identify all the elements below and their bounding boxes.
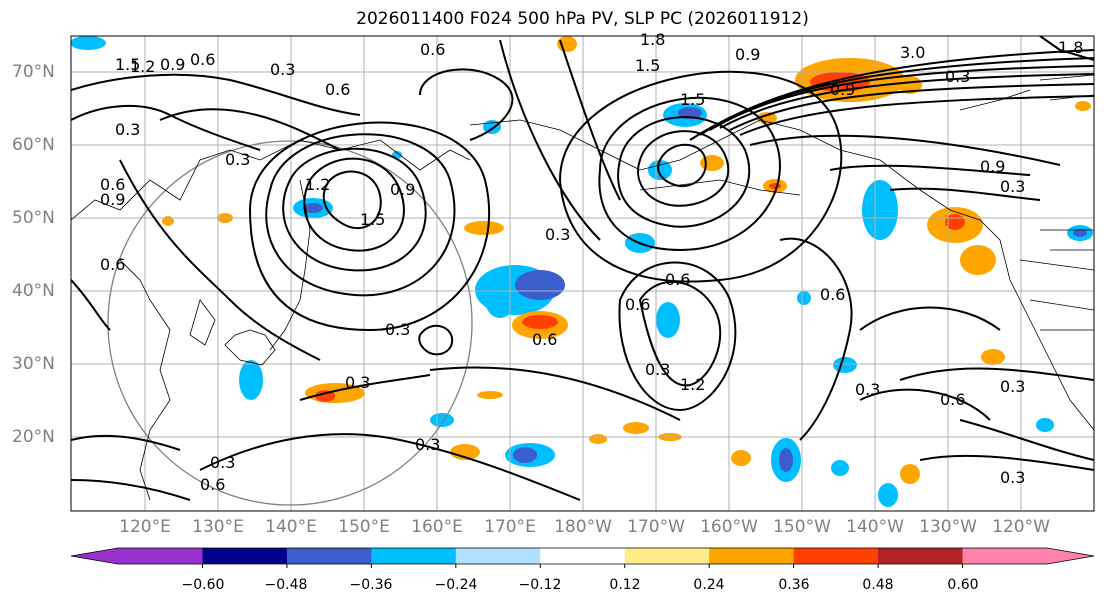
contour-label: 0.6: [820, 285, 845, 304]
page-title: 2026011400 F024 500 hPa PV, SLP PC (2026…: [356, 9, 809, 29]
colorbar-swatch: [118, 548, 203, 564]
contour-label: 0.3: [210, 453, 235, 472]
colorbar-swatch: [540, 548, 626, 564]
lon-label: 170°W: [627, 517, 685, 537]
colorbar-swatch: [371, 548, 457, 564]
lat-label: 70°N: [12, 62, 55, 82]
contour-label: 1.5: [360, 210, 385, 229]
contour-label: 0.9: [100, 190, 125, 209]
colorbar-tick-label: −0.36: [349, 577, 393, 593]
map-frame: [70, 35, 1095, 512]
colorbar-tick-label: 0.24: [693, 577, 725, 593]
colorbar-swatch: [624, 548, 710, 564]
lon-label: 170°E: [484, 517, 536, 537]
contour-label: 0.6: [200, 475, 225, 494]
contour-label: 1.8: [640, 30, 665, 49]
contour-label: 0.9: [390, 180, 415, 199]
contour-label: 1.8: [1058, 38, 1083, 57]
colorbar-swatch: [793, 548, 879, 564]
contour-label: 0.9: [830, 80, 855, 99]
lon-label: 120°E: [119, 517, 171, 537]
contour-label: 0.9: [160, 55, 185, 74]
contour-label: 0.6: [100, 255, 125, 274]
lon-label: 130°E: [192, 517, 244, 537]
range-circle: [107, 140, 473, 506]
lon-label: 160°E: [411, 517, 463, 537]
slp-contours: [71, 36, 1094, 501]
contour-label: 0.3: [385, 320, 410, 339]
lon-label: 150°W: [773, 517, 831, 537]
colorbar-extend-low: [71, 548, 118, 564]
contour-label: 1.5: [635, 56, 660, 75]
contour-label: 0.3: [855, 380, 880, 399]
colorbar-swatch: [455, 548, 541, 564]
colorbar: [70, 547, 1095, 568]
colorbar-tick-label: −0.24: [434, 577, 478, 593]
lon-label: 120°W: [992, 517, 1050, 537]
contour-label: 0.6: [100, 175, 125, 194]
contour-label: 1.5: [115, 55, 140, 74]
colorbar-tick-label: 0.12: [609, 577, 641, 593]
contour-label: 0.3: [545, 225, 570, 244]
contour-label: 0.3: [945, 67, 970, 86]
lat-label: 40°N: [12, 281, 55, 301]
contour-label: 0.3: [1000, 177, 1025, 196]
contour-label: 0.3: [1000, 377, 1025, 396]
contour-label: 0.6: [325, 80, 350, 99]
contour-label: 0.6: [940, 390, 965, 409]
contour-label: 1.2: [130, 57, 155, 76]
contour-label: 0.6: [532, 330, 557, 349]
colorbar-extend-high: [1047, 548, 1094, 564]
graticule: [71, 36, 1094, 511]
colorbar-outline: [70, 547, 1095, 565]
colorbar-swatch: [202, 548, 288, 564]
colorbar-tick-label: 0.60: [947, 577, 979, 593]
contour-label: 0.3: [415, 435, 440, 454]
coastlines: [71, 74, 1094, 501]
lat-label: 50°N: [12, 208, 55, 228]
lat-label: 30°N: [12, 354, 55, 374]
colorbar-tick-label: 0.48: [862, 577, 894, 593]
colorbar-tick-label: 0.36: [778, 577, 810, 593]
contour-label: 0.3: [270, 60, 295, 79]
lon-label: 130°W: [919, 517, 977, 537]
contour-label: 0.6: [625, 295, 650, 314]
contour-label: 0.6: [190, 50, 215, 69]
lat-label: 20°N: [12, 427, 55, 447]
contour-label: 0.3: [225, 150, 250, 169]
contour-label: 0.6: [665, 270, 690, 289]
lat-label: 60°N: [12, 135, 55, 155]
contour-label: 3.0: [900, 43, 925, 62]
colorbar-swatch: [709, 548, 795, 564]
lon-label: 140°W: [846, 517, 904, 537]
lon-label: 140°E: [265, 517, 317, 537]
lon-label: 160°W: [700, 517, 758, 537]
contour-labels: 1.5 1.8 1.2 0.9 0.6 0.6 0.3 0.6 1.5 1.2 …: [100, 30, 1083, 494]
lon-label: 180°W: [554, 517, 612, 537]
contour-label: 0.3: [1000, 468, 1025, 487]
contour-label: 1.5: [680, 90, 705, 109]
contour-label: 0.3: [345, 373, 370, 392]
contour-label: 1.2: [305, 175, 330, 194]
contour-label: 0.6: [420, 40, 445, 59]
contour-label: 1.2: [680, 375, 705, 394]
colorbar-swatch: [286, 548, 372, 564]
lon-label: 150°E: [338, 517, 390, 537]
colorbar-swatch: [962, 548, 1048, 564]
colorbar-tick-label: −0.48: [264, 577, 308, 593]
colorbar-tick-label: −0.60: [181, 577, 225, 593]
contour-label: 0.9: [735, 45, 760, 64]
colorbar-tick-label: −0.12: [518, 577, 562, 593]
contour-label: 0.9: [980, 157, 1005, 176]
contour-label: 0.3: [645, 360, 670, 379]
contour-label: 0.3: [115, 120, 140, 139]
colorbar-swatch: [878, 548, 964, 564]
